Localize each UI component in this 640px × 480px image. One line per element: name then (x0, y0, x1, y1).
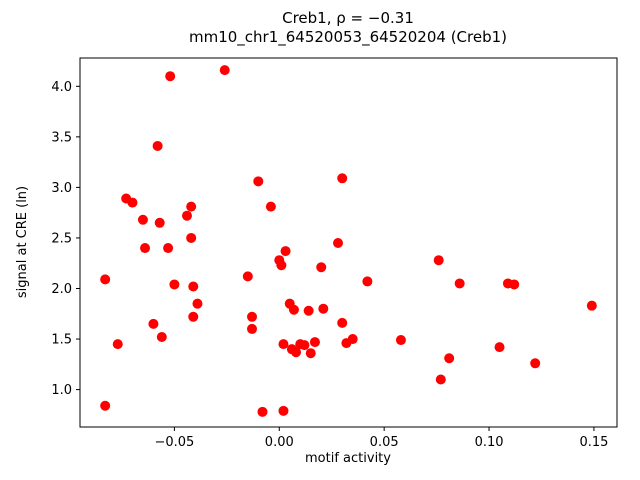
x-tick-label: 0.15 (579, 435, 608, 450)
scatter-point (309, 337, 320, 348)
scatter-point (265, 201, 276, 212)
y-tick-label: 2.0 (51, 282, 72, 297)
scatter-point (303, 305, 314, 316)
scatter-point (454, 278, 465, 289)
scatter-point (112, 339, 123, 350)
y-tick-label: 2.5 (51, 231, 72, 246)
scatter-point (444, 353, 455, 364)
scatter-point (337, 173, 348, 184)
scatter-point (181, 210, 192, 221)
scatter-point (395, 335, 406, 346)
scatter-point (192, 298, 203, 309)
scatter-point (100, 400, 111, 411)
scatter-point (100, 274, 111, 285)
scatter-point (433, 255, 444, 266)
scatter-point (247, 323, 258, 334)
scatter-point (154, 217, 165, 228)
scatter-point (288, 304, 299, 315)
scatter-point (333, 238, 344, 249)
y-tick-label: 1.0 (51, 383, 72, 398)
scatter-point (253, 176, 264, 187)
scatter-point (140, 243, 151, 254)
scatter-point (299, 340, 310, 351)
x-axis-label: motif activity (305, 451, 391, 466)
y-tick-label: 4.0 (51, 80, 72, 95)
scatter-point (494, 342, 505, 353)
x-axis-ticks: −0.05 0.00 0.05 0.10 0.15 (154, 427, 608, 450)
scatter-point (278, 339, 289, 350)
x-tick-label: 0.00 (265, 435, 294, 450)
x-tick-label: 0.10 (475, 435, 504, 450)
scatter-point (188, 311, 199, 322)
scatter-point (163, 243, 174, 254)
scatter-point (165, 71, 176, 82)
scatter-point (169, 279, 180, 290)
scatter-point (318, 303, 329, 314)
scatter-point (530, 358, 541, 369)
scatter-point (156, 332, 167, 343)
y-tick-label: 3.5 (51, 130, 72, 145)
scatter-point (137, 214, 148, 225)
scatter-point (291, 347, 302, 358)
scatter-point (257, 406, 268, 417)
y-axis-ticks: 1.0 1.5 2.0 2.5 3.0 3.5 4.0 (51, 80, 80, 398)
x-tick-label: 0.05 (370, 435, 399, 450)
scatter-points (100, 65, 597, 417)
scatter-point (347, 334, 358, 345)
scatter-point (316, 262, 327, 273)
scatter-point (280, 246, 291, 257)
scatter-point (586, 300, 597, 311)
scatter-point (148, 318, 159, 329)
scatter-point (219, 65, 230, 76)
scatter-point (127, 197, 138, 208)
scatter-point (337, 317, 348, 328)
scatter-point (305, 348, 316, 359)
chart-title-line1: Creb1, ρ = −0.31 (282, 9, 414, 27)
scatter-point (186, 201, 197, 212)
scatter-point (247, 311, 258, 322)
y-axis-label: signal at CRE (ln) (15, 186, 30, 298)
scatter-point (186, 232, 197, 243)
scatter-point (188, 281, 199, 292)
chart-title-line2: mm10_chr1_64520053_64520204 (Creb1) (189, 28, 507, 47)
scatter-point (152, 140, 163, 151)
scatter-point (242, 271, 253, 282)
x-tick-label: −0.05 (154, 435, 194, 450)
y-tick-label: 1.5 (51, 333, 72, 348)
scatter-point (435, 374, 446, 385)
y-tick-label: 3.0 (51, 181, 72, 196)
scatter-point (278, 405, 289, 416)
scatter-point (362, 276, 373, 287)
scatter-point (276, 260, 287, 271)
scatter-point (509, 279, 520, 290)
axes-frame (79, 57, 618, 428)
